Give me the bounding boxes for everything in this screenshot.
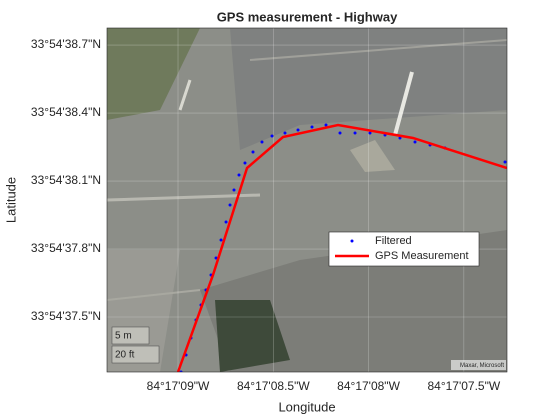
filtered-point — [260, 140, 264, 144]
filtered-point — [413, 140, 417, 144]
filtered-point — [219, 238, 223, 242]
x-tick-label: 84°17'09"W — [147, 379, 210, 393]
filtered-point — [179, 370, 183, 372]
filtered-point — [228, 203, 232, 207]
legend-label: Filtered — [375, 235, 412, 247]
x-tick-label: 84°17'08"W — [337, 379, 400, 393]
gps-track — [176, 123, 507, 372]
filtered-point — [251, 150, 255, 154]
legend-label: GPS Measurement — [375, 250, 469, 262]
y-tick-label: 33°54'37.5"N — [31, 309, 101, 323]
filtered-point — [243, 161, 247, 165]
filtered-point — [232, 188, 236, 192]
filtered-point — [270, 134, 274, 138]
filtered-point — [503, 160, 507, 164]
x-tick-label: 84°17'08.5"W — [237, 379, 310, 393]
scale-bar-label: 5 m — [115, 331, 132, 342]
attribution-box — [451, 360, 506, 370]
filtered-point — [296, 128, 300, 132]
y-tick-label: 33°54'38.4"N — [31, 105, 101, 119]
y-axis-label: Latitude — [3, 177, 18, 223]
filtered-point — [237, 173, 241, 177]
filtered-point — [368, 131, 372, 135]
axes-box — [106, 27, 508, 373]
attribution: Maxar, Microsoft — [460, 363, 504, 369]
scale-bar-label: 20 ft — [115, 350, 135, 361]
legend-marker — [350, 239, 354, 243]
legend-box — [328, 231, 480, 267]
filtered-point — [214, 256, 218, 260]
y-tick-label: 33°54'38.7"N — [31, 37, 101, 51]
x-axis-label: Longitude — [278, 399, 335, 414]
filtered-point — [224, 220, 228, 224]
filtered-point — [338, 131, 342, 135]
scale-bar-box — [111, 345, 160, 364]
chart-title: GPS measurement - Highway — [217, 9, 398, 24]
filtered-point — [353, 131, 357, 135]
y-tick-label: 33°54'38.1"N — [31, 173, 101, 187]
filtered-point — [324, 123, 328, 127]
scale-bar-box — [111, 326, 150, 345]
satellite-basemap — [107, 28, 507, 372]
x-tick-label: 84°17'07.5"W — [427, 379, 500, 393]
filtered-point — [398, 136, 402, 140]
y-tick-label: 33°54'37.8"N — [31, 241, 101, 255]
filtered-point — [310, 125, 314, 129]
filtered-point — [283, 131, 287, 135]
